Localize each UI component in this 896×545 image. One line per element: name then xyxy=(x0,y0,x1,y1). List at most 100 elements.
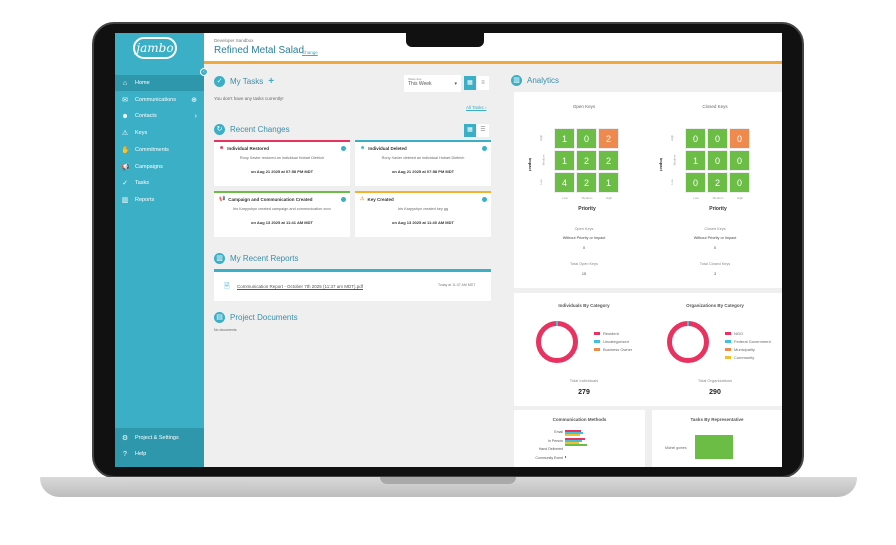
sidebar-item-help[interactable]: ? Help xyxy=(115,446,204,462)
sidebar-item-contacts[interactable]: ☻ Contacts › xyxy=(115,108,204,124)
card-title: Individual Deleted xyxy=(368,145,407,151)
recent-reports-title: My Recent Reports xyxy=(230,254,299,263)
heatmap-cell[interactable]: 0 xyxy=(707,128,728,149)
add-icon[interactable]: ⊕ xyxy=(191,96,197,104)
tasks-empty-message: You don't have any tasks currently! xyxy=(214,96,284,101)
sidebar-item-commitments[interactable]: ✋ Commitments xyxy=(115,142,204,158)
report-file-link[interactable]: Communication Report - October 7th 2025 … xyxy=(237,284,363,289)
legend-label: Resident xyxy=(603,331,619,336)
sidebar-item-tasks[interactable]: ✓ Tasks xyxy=(115,175,204,191)
tasks-due-select[interactable]: Tasks due This Week ▾ xyxy=(404,75,461,92)
heatmap-cell[interactable]: 0 xyxy=(707,150,728,171)
person-icon: ☻ xyxy=(219,145,225,151)
heatmap-without-label: Open Keys xyxy=(574,227,594,231)
analytics-header: ▥ Analytics xyxy=(511,75,559,86)
card-date: on Aug 13 2025 at 11:41 AM MDT xyxy=(251,220,313,225)
heatmap-cell[interactable]: 1 xyxy=(554,150,575,171)
heatmap-cell[interactable]: 0 xyxy=(685,128,706,149)
heatmap-title: Open Keys xyxy=(572,104,596,109)
laptop-hinge-notch xyxy=(380,477,516,484)
recent-change-card: ☻ Individual Restored Rony Xavier restored… xyxy=(214,140,350,186)
app-screen: jambo ⌂ Home ✉ Communications ⊕ ☻ Contacts › ⚠ Ke… xyxy=(115,33,782,467)
heatmap-cell[interactable]: 0 xyxy=(729,172,750,193)
comm-bar xyxy=(565,440,582,442)
sidebar-item-reports[interactable]: ▥ Reports xyxy=(115,192,204,208)
y-tick-label: High xyxy=(670,134,675,142)
info-icon[interactable] xyxy=(482,196,487,202)
heatmap-cell[interactable]: 0 xyxy=(729,150,750,171)
sidebar-item-gear[interactable]: ⚙ Project & Settings xyxy=(115,430,204,446)
info-icon[interactable] xyxy=(482,145,487,151)
report-time: Today at 11:37 AM MDT xyxy=(438,283,476,287)
analytics-icon: ▥ xyxy=(511,75,522,86)
sidebar-item-label: Commitments xyxy=(135,146,169,153)
comm-bar xyxy=(565,456,566,458)
donut-total-label: Total Organizations xyxy=(697,378,733,383)
heatmap-cell[interactable]: 2 xyxy=(576,172,597,193)
analytics-title: Analytics xyxy=(527,76,560,85)
legend-item: Community xyxy=(725,355,771,360)
sidebar-item-communications[interactable]: ✉ Communications ⊕ xyxy=(115,92,204,108)
info-icon[interactable] xyxy=(341,145,346,151)
donut-chart xyxy=(667,321,709,363)
legend-item: NGO xyxy=(725,331,771,336)
calendar-view-button[interactable]: ▦ xyxy=(464,76,476,90)
card-text: Iris Karpyshyn created key gg xyxy=(397,207,449,211)
legend-label: Uncategorized xyxy=(603,339,629,344)
heatmap-cell[interactable]: 1 xyxy=(554,128,575,149)
heatmap-cell[interactable]: 1 xyxy=(598,172,619,193)
heatmap-cell[interactable]: 2 xyxy=(707,172,728,193)
legend-swatch xyxy=(594,332,600,335)
project-documents-title: Project Documents xyxy=(230,313,298,322)
documents-empty: No documents xyxy=(214,328,237,332)
jambo-logo: jambo xyxy=(133,37,177,59)
donut-legend: NGO Federal Government Municipality Communi… xyxy=(725,331,771,363)
collapse-sidebar-button[interactable]: ‹ xyxy=(200,68,208,76)
sidebar-item-keys[interactable]: ⚠ Keys xyxy=(115,125,204,141)
sidebar-bottom: ⚙ Project & Settings? Help xyxy=(115,428,204,467)
x-tick-label: Medium xyxy=(712,196,724,200)
sidebar-item-home[interactable]: ⌂ Home xyxy=(115,75,204,91)
project-documents-header: ▤ Project Documents xyxy=(214,312,298,323)
chevron-right-icon[interactable]: › xyxy=(194,112,197,120)
heatmap-without-value: 0 xyxy=(582,246,586,250)
heatmap-cell[interactable]: 4 xyxy=(554,172,575,193)
chat-icon: ✉ xyxy=(122,96,128,104)
tasks-by-rep-title: Tasks By Representative xyxy=(690,417,744,422)
add-task-button[interactable]: + xyxy=(268,76,275,87)
heatmap-cell[interactable]: 2 xyxy=(598,150,619,171)
x-tick-label: Low xyxy=(562,196,568,200)
recent-change-card: 📢 Campaign and Communication Created Iris … xyxy=(214,191,350,237)
comm-category-label: Email xyxy=(554,430,563,434)
rep-axis-label: Michel gomes xyxy=(665,446,687,450)
recent-changes-title: Recent Changes xyxy=(230,125,290,134)
info-icon[interactable] xyxy=(341,196,346,202)
comm-bar xyxy=(565,432,583,434)
x-axis-label: Priority xyxy=(578,206,596,212)
heatmap-cell[interactable]: 2 xyxy=(598,128,619,149)
heatmap-cell[interactable]: 0 xyxy=(729,128,750,149)
legend-label: Municipality xyxy=(734,347,755,352)
comm-bar xyxy=(565,442,579,444)
refresh-icon: ↻ xyxy=(214,124,225,135)
heatmap-cell[interactable]: 1 xyxy=(685,150,706,171)
comm-bar xyxy=(565,434,580,436)
caret-down-icon: ▾ xyxy=(454,81,457,87)
grid-view-button[interactable]: ▦ xyxy=(464,124,476,137)
heatmap-cell[interactable]: 2 xyxy=(576,150,597,171)
list-view-button[interactable]: ☰ xyxy=(477,124,489,137)
filter-view-button[interactable]: ≡ xyxy=(477,76,489,90)
all-tasks-link[interactable]: All Tasks › xyxy=(466,105,487,110)
change-project-link[interactable]: Change xyxy=(302,50,318,55)
sidebar-item-campaigns[interactable]: 📢 Campaigns xyxy=(115,159,204,175)
card-text: Rony Xavier deleted an individual Hobart… xyxy=(381,156,465,160)
sidebar-item-label: Home xyxy=(135,80,150,86)
sidebar-item-label: Communications xyxy=(135,96,176,103)
heatmap-without-label: Closed Keys xyxy=(704,227,726,231)
sidebar: jambo ⌂ Home ✉ Communications ⊕ ☻ Contacts › ⚠ Ke… xyxy=(115,33,204,467)
card-text: Iris Karpyshyn created campaign and comm… xyxy=(233,207,331,211)
heatmap-cell[interactable]: 0 xyxy=(685,172,706,193)
heatmap-without-sub: Without Priority or Impact xyxy=(562,236,606,240)
heatmap-cell[interactable]: 0 xyxy=(576,128,597,149)
comm-category-label: Community Event xyxy=(535,455,563,460)
